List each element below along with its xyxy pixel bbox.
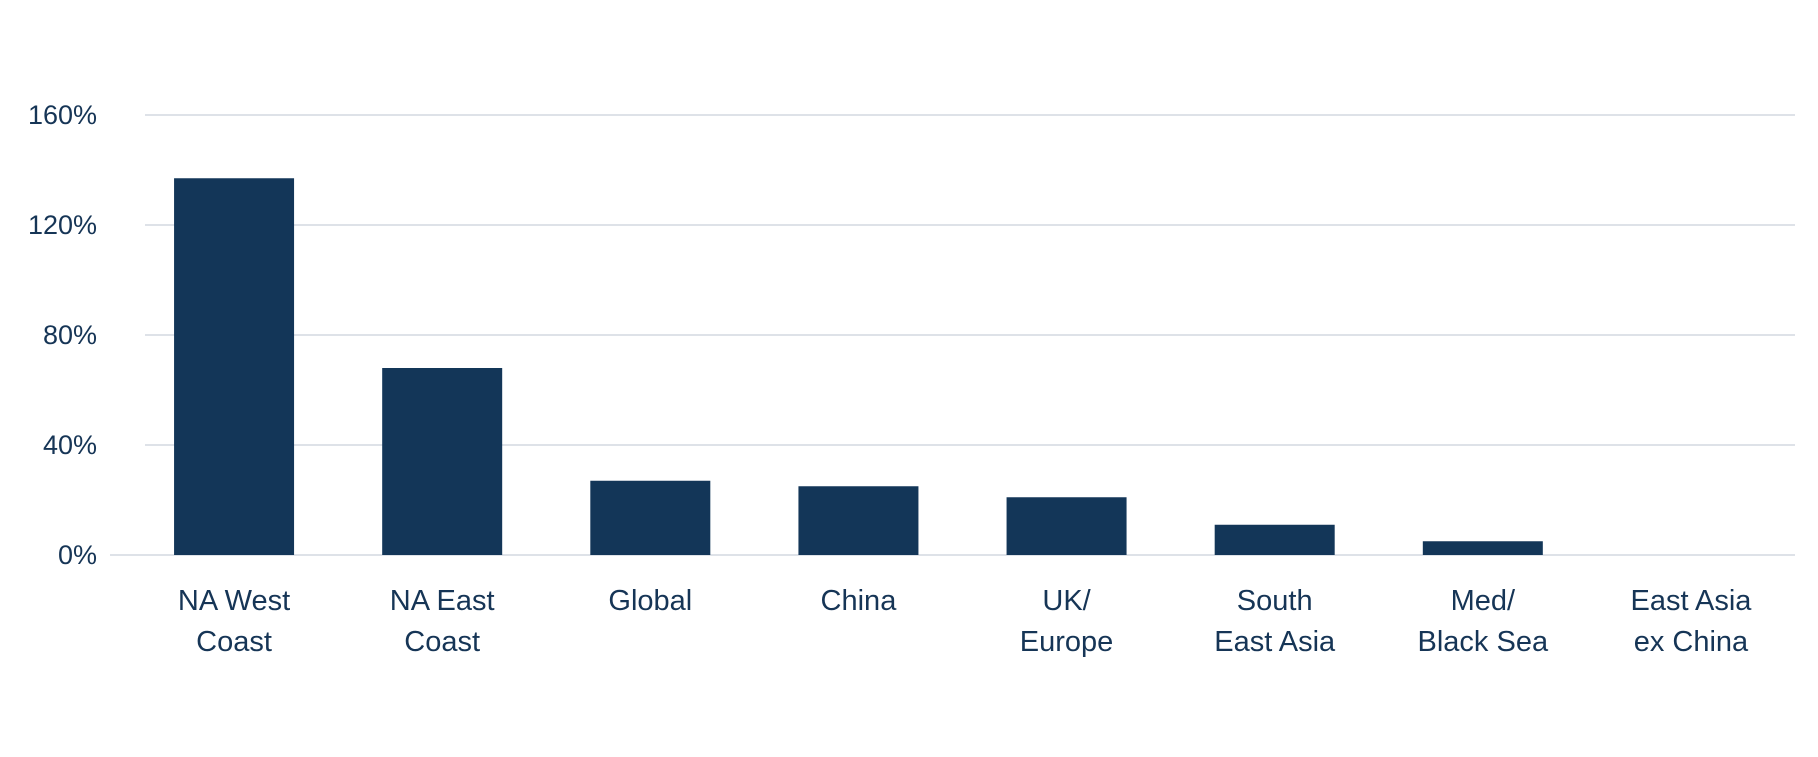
y-tick-label: 160% — [28, 100, 97, 130]
y-tick-label: 0% — [58, 540, 97, 570]
x-category-label-line: Med/ — [1451, 585, 1516, 617]
y-tick-label: 40% — [43, 430, 97, 460]
x-axis-category-labels: NA West Coast NA East Coast Global China UK/Eu… — [178, 585, 1752, 658]
x-category-label-line: East Asia — [1630, 585, 1752, 617]
bar — [1422, 541, 1543, 555]
y-tick-label: 120% — [28, 210, 97, 240]
x-category-label-line: Global — [608, 585, 692, 617]
gridlines — [110, 114, 1795, 556]
x-category-label-line: NA East — [390, 585, 495, 617]
x-category-label: NA East Coast — [390, 585, 495, 658]
x-category-label: Med/Black Sea — [1418, 585, 1549, 658]
bar — [174, 178, 295, 555]
bars — [174, 178, 1543, 555]
x-category-label-line: Black Sea — [1418, 626, 1549, 658]
x-category-label-line: UK/ — [1042, 585, 1091, 617]
x-category-label: China — [821, 585, 898, 617]
y-tick-label: 80% — [43, 320, 97, 350]
x-category-label-line: Coast — [404, 626, 480, 658]
x-category-label: Global — [608, 585, 692, 617]
y-axis-tick-labels: 0% 40% 80% 120% 160% — [28, 100, 97, 570]
x-category-label-line: South — [1237, 585, 1313, 617]
bar — [1214, 524, 1335, 555]
bar — [590, 480, 711, 555]
x-category-label-line: NA West — [178, 585, 290, 617]
x-category-label-line: East Asia — [1214, 626, 1336, 658]
bar — [382, 368, 503, 555]
x-category-label-line: China — [821, 585, 898, 617]
x-category-label: East Asia ex China — [1630, 585, 1752, 658]
x-category-label-line: Coast — [196, 626, 272, 658]
x-category-label: UK/Europe — [1020, 585, 1114, 658]
x-category-label: NA West Coast — [178, 585, 290, 658]
x-category-label: South East Asia — [1214, 585, 1336, 658]
x-category-label-line: Europe — [1020, 626, 1114, 658]
x-category-label-line: ex China — [1634, 626, 1749, 658]
bar — [798, 486, 919, 555]
bar — [1006, 497, 1127, 555]
